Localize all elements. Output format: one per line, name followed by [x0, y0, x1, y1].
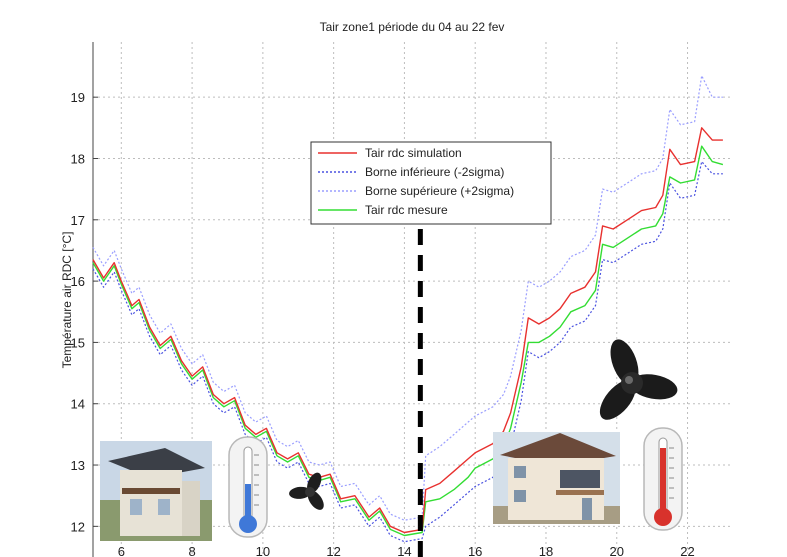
x-tick-label: 14 — [397, 544, 411, 557]
legend: Tair rdc simulation Borne inférieure (-2s… — [310, 141, 552, 225]
legend-label-2: Borne supérieure (+2sigma) — [365, 184, 514, 198]
propeller-small-icon — [289, 472, 324, 510]
y-tick-label: 15 — [71, 335, 85, 350]
x-tick-label: 20 — [610, 544, 624, 557]
x-tick-label: 8 — [188, 544, 195, 557]
y-ticks: 12 13 14 15 16 17 18 19 — [71, 90, 98, 534]
y-tick-label: 19 — [71, 90, 85, 105]
y-tick-label: 16 — [71, 274, 85, 289]
propeller-large-icon — [599, 339, 678, 420]
house-photo-right — [493, 432, 620, 524]
series-lines — [92, 75, 724, 543]
legend-label-0: Tair rdc simulation — [365, 146, 462, 160]
x-tick-label: 16 — [468, 544, 482, 557]
y-tick-label: 12 — [71, 519, 85, 534]
x-ticks: 6 8 10 12 14 16 18 20 22 — [118, 544, 695, 557]
series-line-1 — [92, 161, 723, 543]
legend-label-3: Tair rdc mesure — [365, 203, 448, 217]
y-tick-label: 14 — [71, 397, 85, 412]
thermometer-cold-icon — [228, 436, 268, 538]
x-tick-label: 22 — [680, 544, 694, 557]
thermometer-hot-icon — [643, 427, 683, 531]
x-tick-label: 6 — [118, 544, 125, 557]
chart-title: Tair zone1 période du 04 au 22 fev — [320, 20, 505, 34]
y-tick-label: 17 — [71, 213, 85, 228]
y-tick-label: 13 — [71, 458, 85, 473]
y-tick-label: 18 — [71, 151, 85, 166]
series-line-3 — [92, 145, 724, 537]
grid — [93, 42, 730, 557]
x-tick-label: 10 — [256, 544, 270, 557]
series-line-0 — [92, 127, 723, 534]
y-axis-label: Température air RDC [°C] — [60, 232, 74, 369]
x-tick-label: 12 — [326, 544, 340, 557]
x-tick-label: 18 — [539, 544, 553, 557]
series-line-2 — [92, 75, 723, 521]
legend-label-1: Borne inférieure (-2sigma) — [365, 165, 504, 179]
house-photo-left — [100, 441, 212, 541]
